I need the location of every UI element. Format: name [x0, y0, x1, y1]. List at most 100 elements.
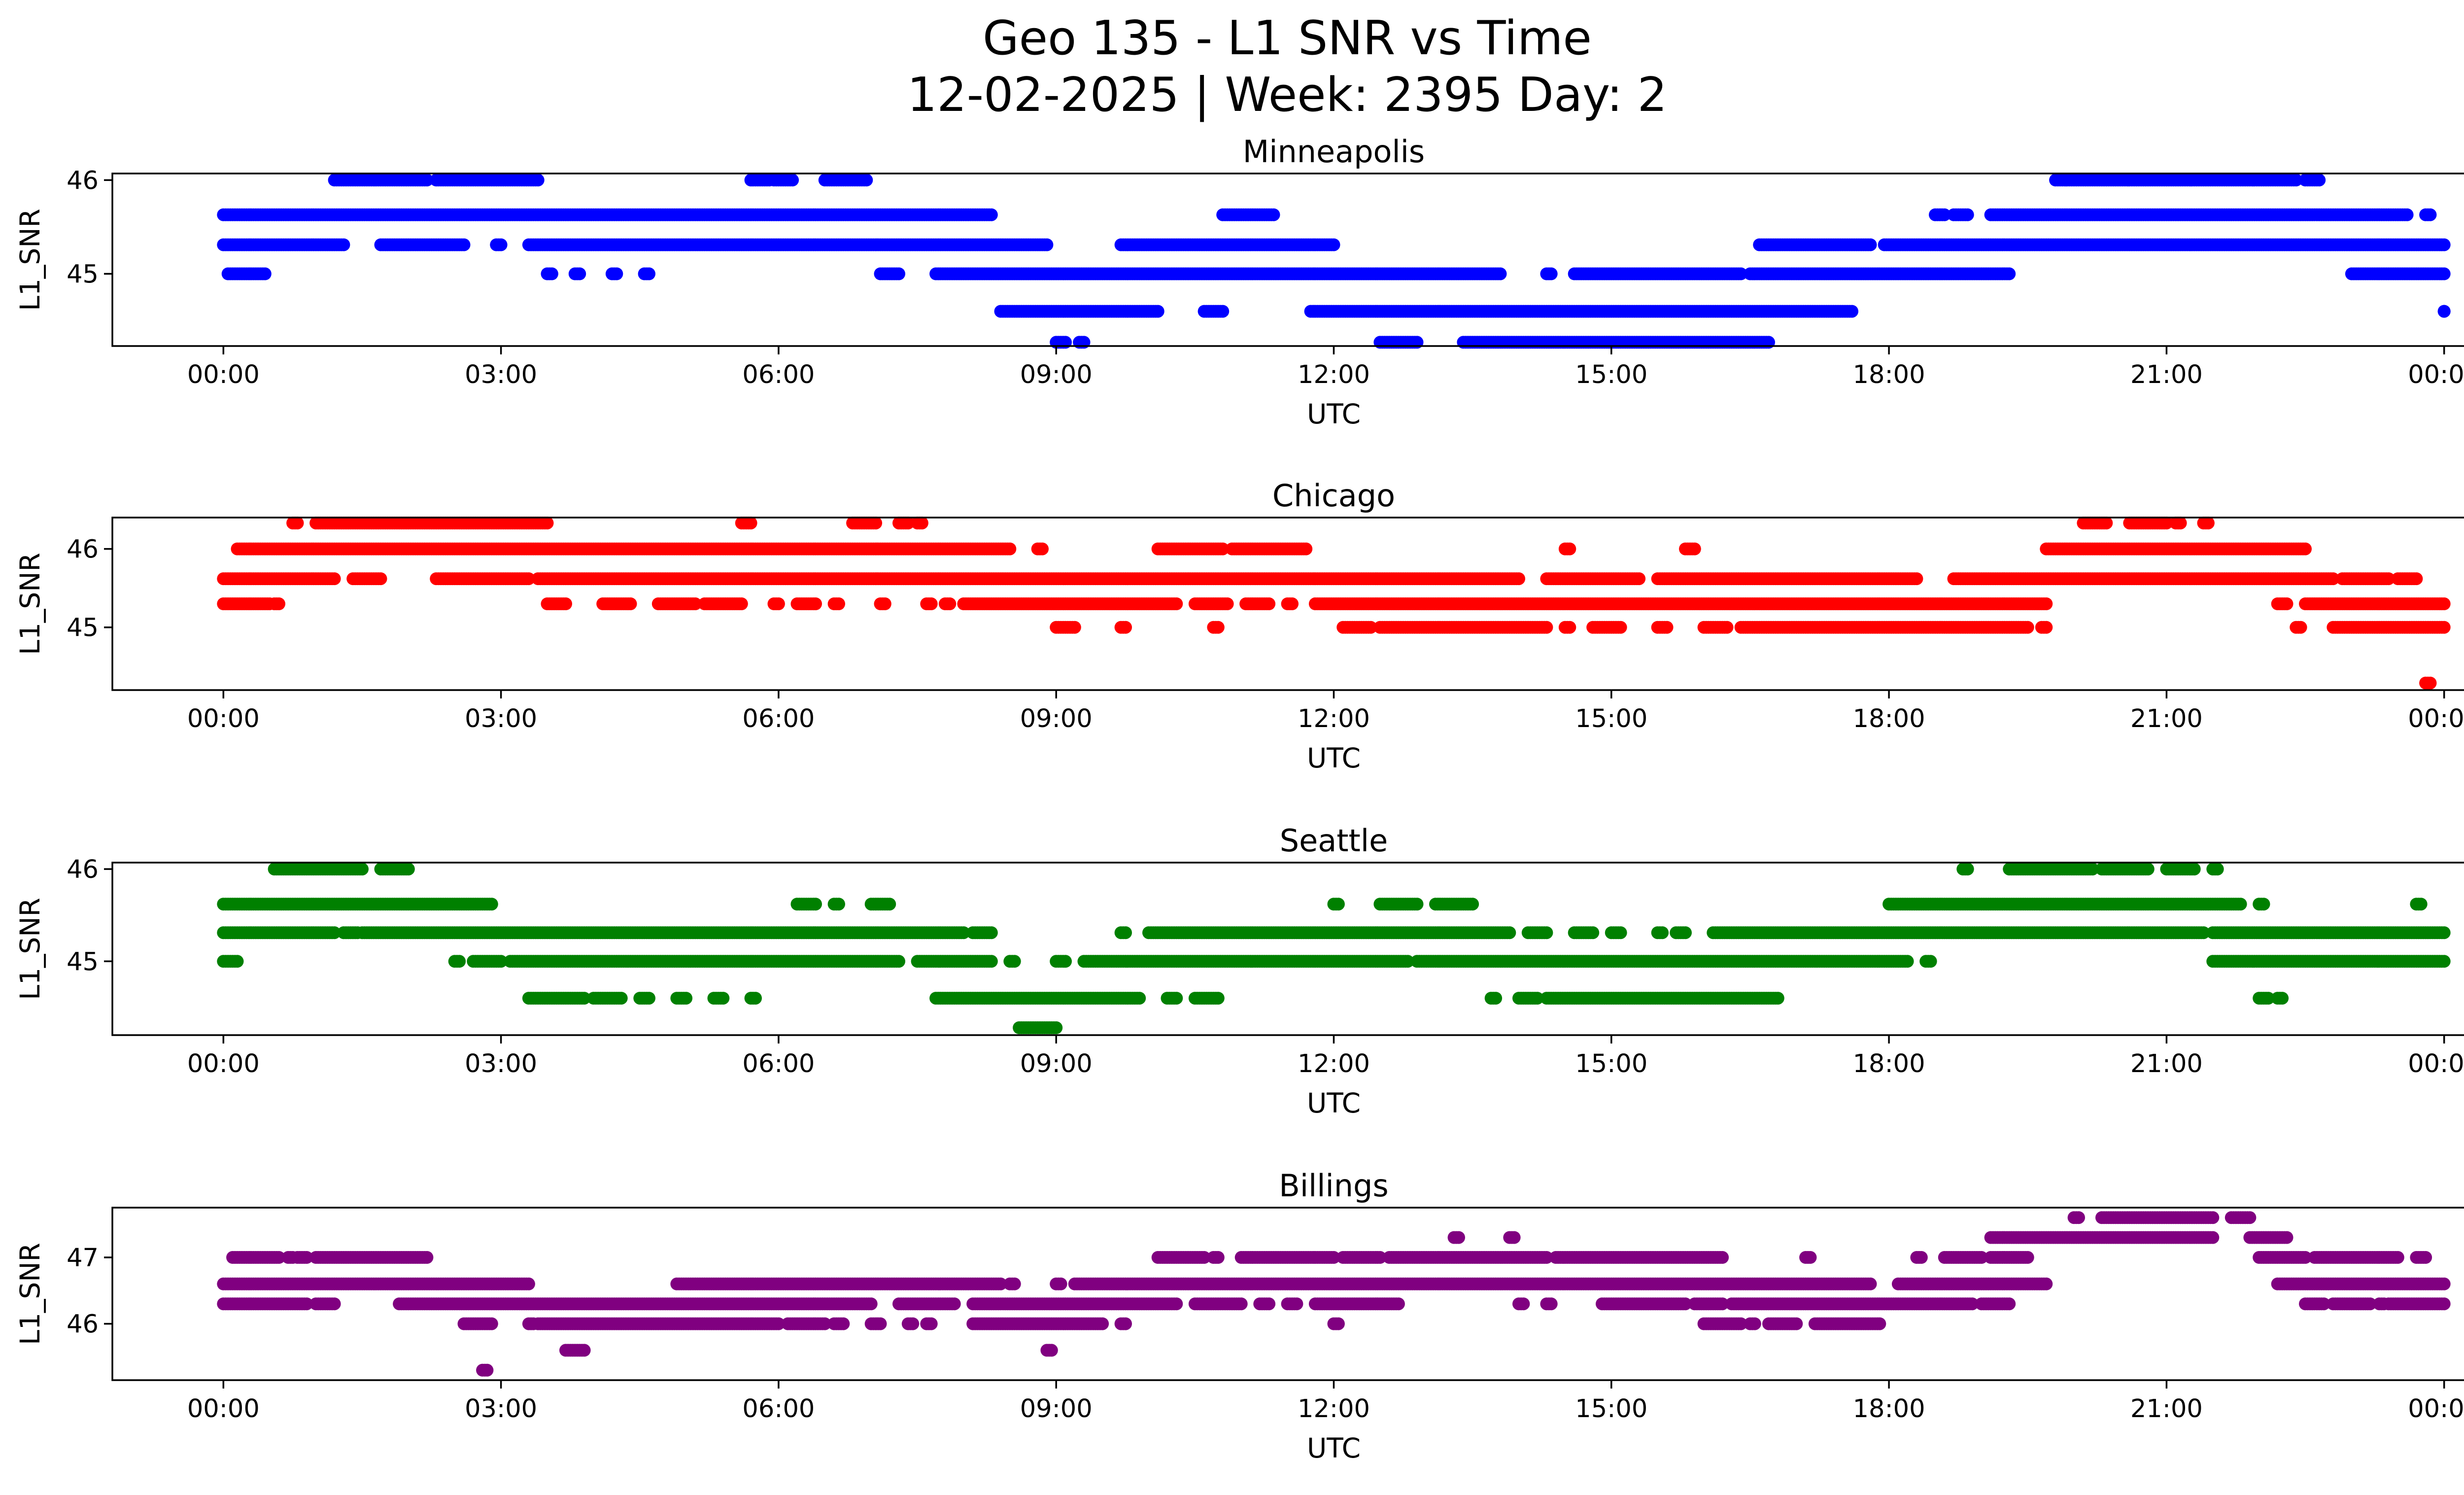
data-point: [878, 597, 891, 610]
data-point: [1119, 621, 1132, 634]
data-point: [559, 597, 572, 610]
data-point: [1327, 238, 1340, 251]
data-point: [809, 597, 822, 610]
data-point: [337, 238, 350, 251]
y-axis-label: L1_SNR: [14, 553, 46, 655]
data-point: [1961, 208, 1974, 221]
data-point: [1170, 597, 1183, 610]
y-axis-label: L1_SNR: [14, 209, 46, 311]
data-point: [2437, 238, 2451, 251]
data-point: [291, 517, 304, 530]
data-point: [1563, 621, 1576, 634]
data-point: [744, 517, 757, 530]
figure-title-line-1: Geo 135 - L1 SNR vs Time: [983, 11, 1592, 66]
data-point: [943, 597, 957, 610]
x-tick-label: 09:00: [1020, 360, 1093, 389]
data-point: [2313, 174, 2326, 187]
data-point: [915, 517, 928, 530]
data-point: [374, 572, 387, 586]
data-point: [624, 597, 637, 610]
data-point: [2437, 597, 2451, 610]
data-point: [2400, 208, 2414, 221]
x-tick-label: 18:00: [1853, 360, 1925, 389]
data-point: [924, 597, 938, 610]
x-tick-label: 12:00: [1298, 360, 1370, 389]
data-point: [1221, 597, 1234, 610]
panel-title: Minneapolis: [1243, 134, 1425, 170]
data-point: [1910, 572, 1923, 586]
data-point: [2280, 597, 2293, 610]
data-point: [1512, 572, 1525, 586]
data-point: [2040, 621, 2053, 634]
data-point: [786, 174, 799, 187]
data-point: [1267, 208, 1280, 221]
data-point: [1003, 542, 1017, 556]
data-point: [1494, 267, 1507, 280]
data-points: [217, 174, 2451, 349]
data-point: [1068, 621, 1081, 634]
data-point: [860, 174, 873, 187]
data-point: [2437, 267, 2451, 280]
data-point: [2003, 267, 2016, 280]
data-point: [1263, 597, 1276, 610]
data-point: [1660, 621, 1674, 634]
data-point: [2201, 517, 2215, 530]
data-point: [1544, 267, 1558, 280]
data-point: [869, 517, 883, 530]
data-point: [328, 572, 341, 586]
data-point: [1614, 621, 1627, 634]
data-point: [2290, 174, 2303, 187]
data-point: [2437, 621, 2451, 634]
data-point: [2424, 208, 2437, 221]
data-point: [2040, 597, 2053, 610]
data-point: [772, 597, 785, 610]
panel-minneapolis: Minneapolis UTC L1_SNR 00:00 03:00 06:00 09…: [14, 134, 2464, 430]
data-point: [494, 238, 508, 251]
data-point: [2100, 517, 2113, 530]
x-axis-label: UTC: [1307, 398, 1361, 430]
data-point: [1846, 305, 1858, 318]
x-tick-label: 00:00: [187, 360, 260, 389]
data-point: [610, 267, 623, 280]
data-point: [2174, 517, 2187, 530]
data-point: [573, 267, 586, 280]
data-point: [2437, 305, 2451, 318]
data-point: [1211, 621, 1225, 634]
data-point: [1036, 542, 1049, 556]
data-point: [541, 517, 554, 530]
data-point: [2294, 621, 2307, 634]
data-point: [1563, 542, 1576, 556]
data-point: [735, 597, 748, 610]
x-tick-label: 00:00: [2408, 360, 2464, 389]
data-point: [2021, 621, 2034, 634]
data-point: [273, 597, 285, 610]
data-point: [1216, 305, 1230, 318]
data-point: [258, 267, 272, 280]
data-point: [1720, 621, 1734, 634]
x-tick-label: 06:00: [742, 360, 815, 389]
x-axis-label: UTC: [1307, 742, 1361, 774]
data-point: [1300, 542, 1313, 556]
data-point: [2410, 572, 2423, 586]
x-tick-label: 21:00: [2130, 360, 2203, 389]
data-point: [531, 174, 545, 187]
y-tick-label: 46: [67, 166, 99, 195]
data-point: [832, 597, 845, 610]
data-point: [985, 208, 998, 221]
data-point: [1286, 597, 1299, 610]
data-point: [1633, 572, 1646, 586]
data-point: [1938, 208, 1951, 221]
data-point: [545, 267, 558, 280]
panel-title: Chicago: [1272, 478, 1395, 514]
y-tick-label: 45: [67, 260, 99, 289]
x-tick-label: 15:00: [1575, 360, 1647, 389]
data-point: [457, 238, 471, 251]
data-point: [1040, 238, 1054, 251]
data-point: [1688, 542, 1701, 556]
data-point: [1151, 305, 1164, 318]
data-point: [2424, 676, 2437, 690]
data-point: [1540, 621, 1553, 634]
data-point: [2299, 542, 2312, 556]
